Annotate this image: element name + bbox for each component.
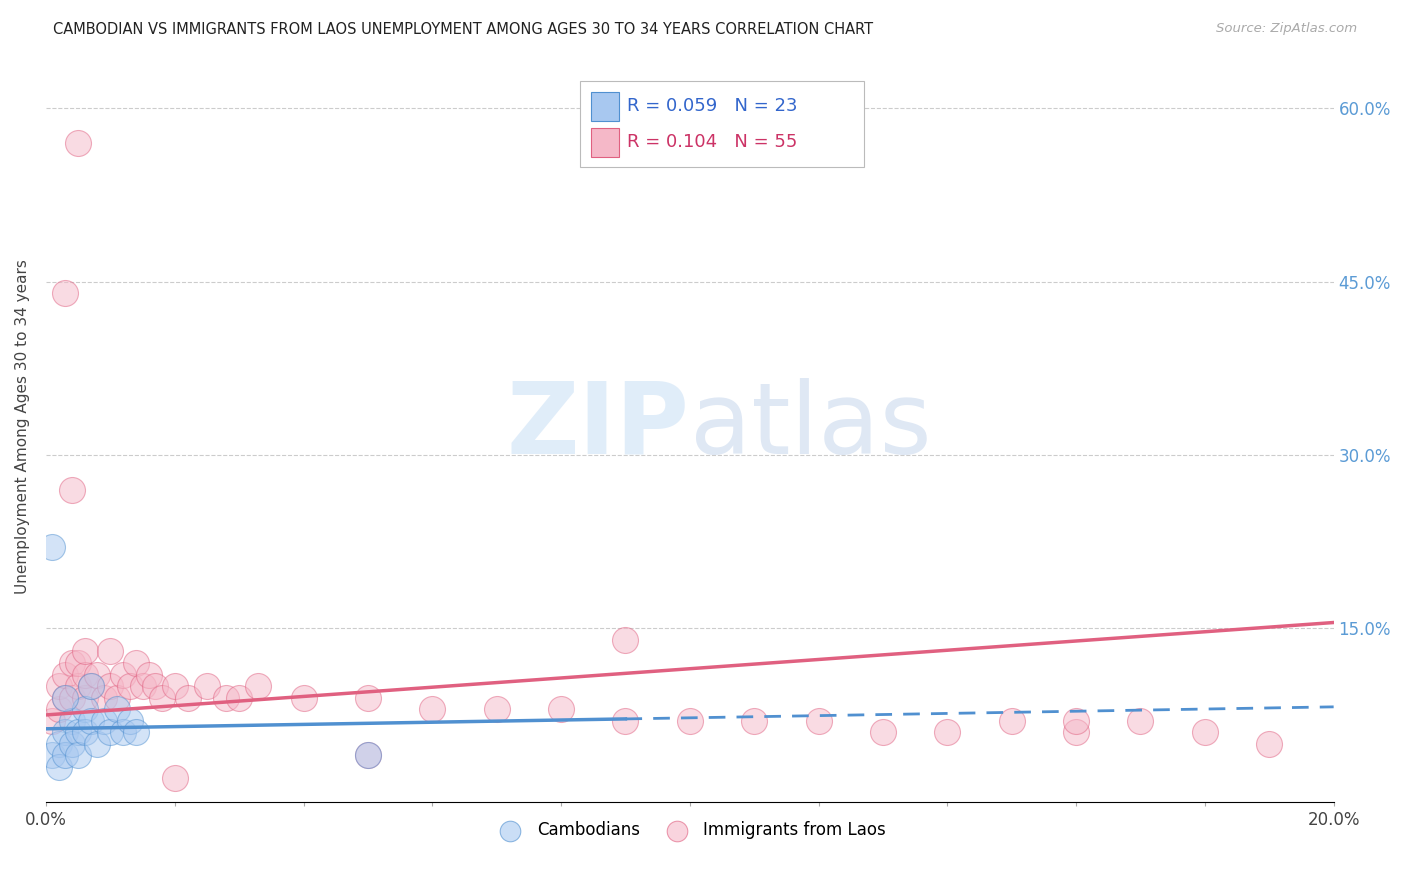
- Y-axis label: Unemployment Among Ages 30 to 34 years: Unemployment Among Ages 30 to 34 years: [15, 259, 30, 593]
- Text: R = 0.059   N = 23: R = 0.059 N = 23: [627, 97, 797, 115]
- Point: [1258, 737, 1281, 751]
- Point: [48, 760, 70, 774]
- Point: [80, 679, 103, 693]
- Point: [145, 679, 167, 693]
- Point: [163, 679, 186, 693]
- Text: ZIP: ZIP: [508, 377, 690, 475]
- Point: [807, 714, 830, 728]
- Point: [131, 679, 153, 693]
- Point: [1064, 714, 1087, 728]
- Point: [73, 702, 96, 716]
- Text: R = 0.104   N = 55: R = 0.104 N = 55: [627, 133, 797, 152]
- Point: [53, 748, 76, 763]
- Point: [53, 725, 76, 739]
- Point: [679, 714, 702, 728]
- Point: [112, 667, 135, 681]
- Point: [357, 690, 380, 705]
- Point: [93, 690, 115, 705]
- Point: [872, 725, 894, 739]
- Point: [53, 286, 76, 301]
- Point: [60, 737, 83, 751]
- Point: [80, 679, 103, 693]
- Text: CAMBODIAN VS IMMIGRANTS FROM LAOS UNEMPLOYMENT AMONG AGES 30 TO 34 YEARS CORRELA: CAMBODIAN VS IMMIGRANTS FROM LAOS UNEMPL…: [53, 22, 873, 37]
- FancyBboxPatch shape: [581, 80, 863, 167]
- Point: [215, 690, 238, 705]
- FancyBboxPatch shape: [591, 92, 619, 120]
- Point: [105, 702, 128, 716]
- Point: [420, 702, 443, 716]
- FancyBboxPatch shape: [591, 128, 619, 157]
- Point: [60, 483, 83, 497]
- Point: [98, 679, 121, 693]
- Point: [112, 725, 135, 739]
- Point: [125, 725, 148, 739]
- Point: [292, 690, 315, 705]
- Point: [67, 656, 90, 670]
- Point: [1194, 725, 1216, 739]
- Point: [73, 644, 96, 658]
- Point: [41, 748, 63, 763]
- Point: [73, 690, 96, 705]
- Point: [125, 656, 148, 670]
- Point: [118, 714, 141, 728]
- Point: [53, 690, 76, 705]
- Point: [138, 667, 160, 681]
- Point: [105, 690, 128, 705]
- Point: [98, 725, 121, 739]
- Point: [247, 679, 270, 693]
- Point: [1129, 714, 1152, 728]
- Point: [80, 714, 103, 728]
- Point: [195, 679, 218, 693]
- Point: [1001, 714, 1024, 728]
- Point: [67, 748, 90, 763]
- Point: [86, 737, 108, 751]
- Point: [67, 679, 90, 693]
- Point: [228, 690, 250, 705]
- Point: [73, 667, 96, 681]
- Point: [53, 690, 76, 705]
- Text: Source: ZipAtlas.com: Source: ZipAtlas.com: [1216, 22, 1357, 36]
- Point: [53, 667, 76, 681]
- Point: [614, 632, 637, 647]
- Point: [357, 748, 380, 763]
- Point: [67, 725, 90, 739]
- Point: [485, 702, 508, 716]
- Legend: Cambodians, Immigrants from Laos: Cambodians, Immigrants from Laos: [486, 814, 893, 846]
- Point: [48, 679, 70, 693]
- Point: [936, 725, 959, 739]
- Point: [98, 644, 121, 658]
- Text: atlas: atlas: [690, 377, 931, 475]
- Point: [93, 714, 115, 728]
- Point: [742, 714, 765, 728]
- Point: [614, 714, 637, 728]
- Point: [73, 725, 96, 739]
- Point: [41, 541, 63, 555]
- Point: [1064, 725, 1087, 739]
- Point: [150, 690, 173, 705]
- Point: [60, 656, 83, 670]
- Point: [48, 737, 70, 751]
- Point: [41, 714, 63, 728]
- Point: [550, 702, 572, 716]
- Point: [176, 690, 198, 705]
- Point: [86, 667, 108, 681]
- Point: [357, 748, 380, 763]
- Point: [67, 136, 90, 150]
- Point: [60, 714, 83, 728]
- Point: [48, 702, 70, 716]
- Point: [163, 772, 186, 786]
- Point: [60, 690, 83, 705]
- Point: [118, 679, 141, 693]
